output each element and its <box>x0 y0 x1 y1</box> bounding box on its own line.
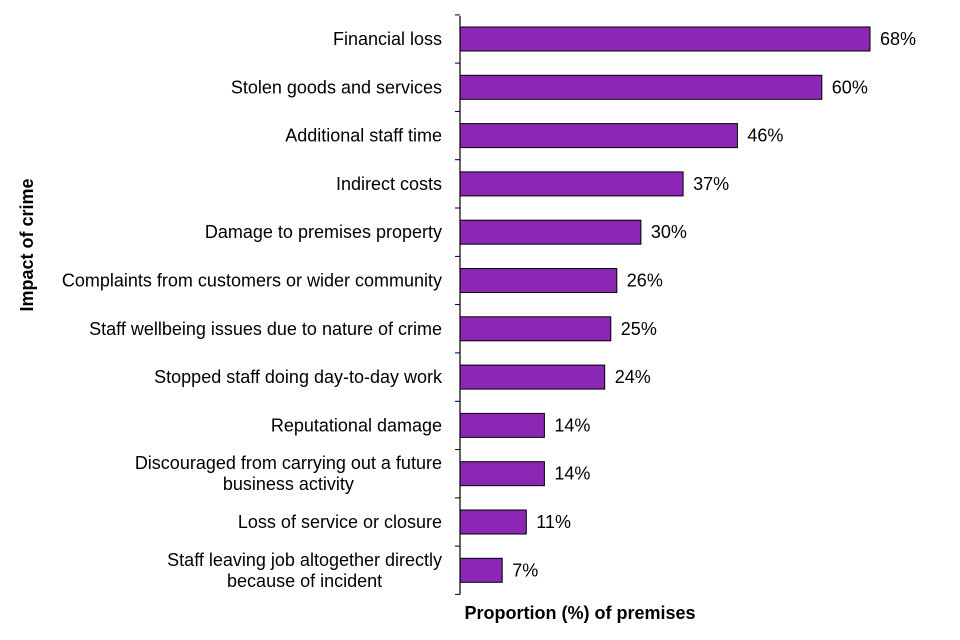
data-label: 14% <box>554 464 590 484</box>
data-label: 11% <box>536 512 571 532</box>
category-label: Financial loss <box>333 29 442 49</box>
data-label: 46% <box>747 126 783 146</box>
category-label: Discouraged from carrying out a future bu… <box>135 453 442 494</box>
data-label: 25% <box>621 319 657 339</box>
bar <box>459 509 527 535</box>
data-label: 37% <box>693 174 729 194</box>
y-axis <box>455 14 461 595</box>
data-label: 24% <box>615 367 651 387</box>
category-label: Staff leaving job altogether directly bec… <box>167 550 442 591</box>
category-label: Loss of service or closure <box>238 512 442 532</box>
x-axis-title: Proportion (%) of premises <box>464 603 695 623</box>
y-axis-title: Impact of crime <box>17 178 37 311</box>
category-label: Reputational damage <box>271 415 442 435</box>
data-label: 14% <box>554 415 590 435</box>
bar <box>459 26 871 52</box>
category-label: Stolen goods and services <box>231 77 442 97</box>
bar <box>459 123 738 149</box>
category-label: Additional staff time <box>285 126 442 146</box>
category-label: Staff wellbeing issues due to nature of … <box>89 319 442 339</box>
bar <box>459 219 642 245</box>
category-label: Complaints from customers or wider commu… <box>62 271 442 291</box>
category-label: Stopped staff doing day-to-day work <box>154 367 443 387</box>
bar <box>459 171 684 197</box>
data-label: 60% <box>832 77 868 97</box>
bar <box>459 268 618 293</box>
data-label: 30% <box>651 222 687 242</box>
bar <box>459 557 503 583</box>
bar <box>459 74 823 100</box>
bar <box>459 316 612 342</box>
category-label: Damage to premises property <box>205 222 442 242</box>
value-labels: 68% 60% 46% 37% 30% 26% 25% 24% 14% 14% 11% 7% <box>512 29 916 580</box>
bar <box>459 412 545 438</box>
category-label: Indirect costs <box>336 174 442 194</box>
data-label: 26% <box>627 271 663 291</box>
category-labels: Financial loss Stolen goods and services A… <box>62 29 443 591</box>
bars-group <box>459 26 871 583</box>
bar <box>459 461 545 487</box>
data-label: 7% <box>512 560 538 580</box>
bar <box>459 364 606 390</box>
data-label: 68% <box>880 29 916 49</box>
